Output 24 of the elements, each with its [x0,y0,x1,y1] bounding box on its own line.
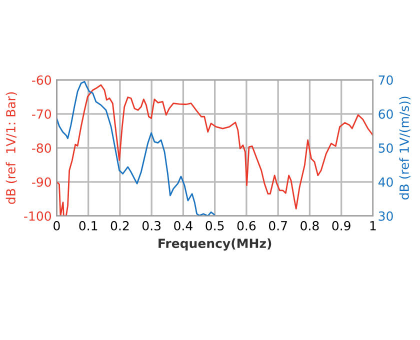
y2-tick-label: 40 [378,177,393,187]
y-tick-label: -80 [32,143,52,153]
x-tick-label: 0.7 [268,220,287,230]
x-axis-title: Frequency(MHz) [158,238,272,251]
x-tick-label: 0.1 [79,220,98,230]
x-tick-label: 0.5 [206,220,224,230]
x-tick-label: 0.9 [332,220,350,230]
y-tick-label: -60 [32,75,52,85]
y-tick-label: -90 [32,177,52,187]
y-tick-label: -100 [24,211,52,221]
y-tick-label: -70 [32,109,52,119]
x-tick-label: 0.4 [174,220,192,230]
x-tick-label: 0.2 [110,220,129,230]
x-tick-label: 0.8 [300,220,319,230]
x-tick-label: 0.6 [237,220,256,230]
y2-axis-title: dB (ref 1V/(m/s)) [399,96,410,200]
y2-tick-label: 50 [378,143,393,153]
y2-tick-label: 60 [378,109,393,119]
x-tick-label: 0 [54,220,60,230]
x-tick-label: 0.3 [142,220,161,230]
x-tick-label: 1 [370,221,376,230]
y-axis-title: dB (ref 1V/1: Bar) [6,92,17,204]
y2-tick-label: 70 [378,75,393,85]
y2-tick-label: 30 [378,211,393,221]
